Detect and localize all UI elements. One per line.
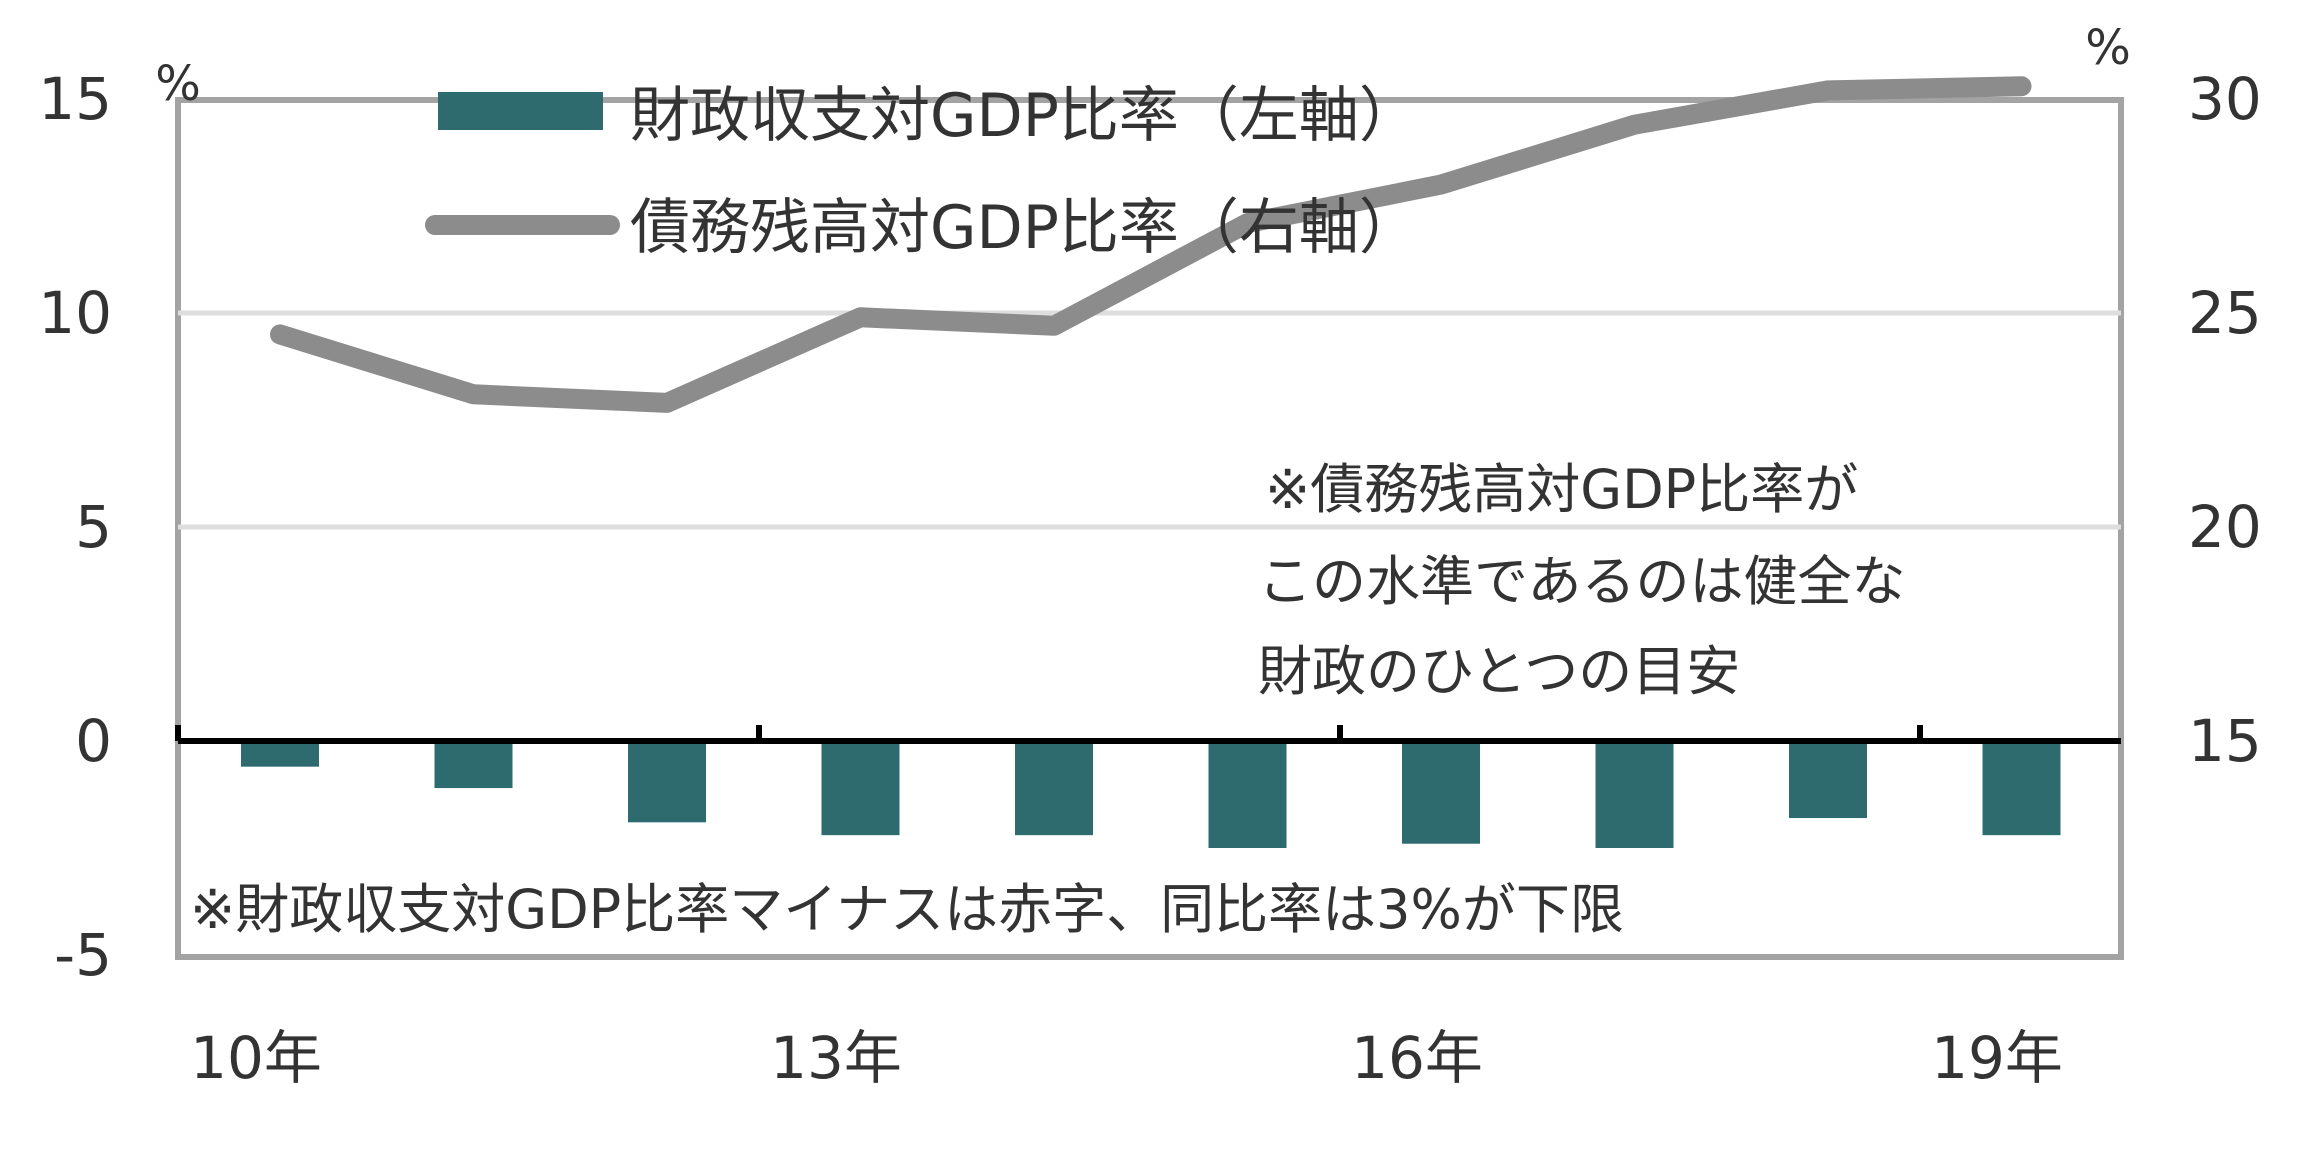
right-tick-label: 20: [2188, 493, 2262, 561]
debt-ratio-point-2011: [472, 393, 475, 396]
axis-layer: [175, 725, 2121, 744]
x-tick-label: 10年: [190, 1024, 322, 1092]
bar-2010: [241, 741, 319, 767]
bar-2013: [821, 741, 900, 836]
debt-ratio-point-2015: [1246, 222, 1249, 225]
bar-2017: [1595, 741, 1674, 848]
debt-note: ※債務残高対GDP比率が この水準であるのは健全な 財政のひとつの目安: [1258, 458, 1923, 703]
bar-2018: [1789, 741, 1867, 819]
debt-ratio-point-2013: [859, 316, 862, 319]
left-tick-label: -5: [54, 921, 112, 989]
right-tick-label: 30: [2188, 65, 2262, 133]
debt-note-line-2: この水準であるのは健全な: [1258, 550, 1905, 613]
legend-swatch-fiscal-balance: [438, 92, 603, 130]
right-tick-label: 25: [2188, 279, 2262, 347]
bar-2016: [1402, 741, 1480, 844]
debt-note-line-1: ※債務残高対GDP比率が: [1265, 458, 1858, 521]
x-tick-label: 19年: [1931, 1024, 2063, 1092]
bar-2015: [1208, 741, 1287, 848]
left-tick-label: 0: [75, 707, 112, 775]
bar-2012: [628, 741, 706, 823]
x-tick-label: 13年: [770, 1024, 902, 1092]
bar-2014: [1015, 741, 1093, 836]
bar-2019: [1982, 741, 2061, 836]
grid-layer: [178, 310, 2121, 530]
right-axis-unit: %: [2085, 20, 2131, 76]
right-tick-label: 15: [2188, 707, 2262, 775]
legend-label-fiscal-balance: 財政収支対GDP比率（左軸）: [630, 81, 1419, 151]
deficit-note: ※財政収支対GDP比率マイナスは赤字、同比率は3%が下限: [190, 878, 1624, 941]
x-tick-label: 16年: [1351, 1024, 1483, 1092]
left-tick-label: 15: [38, 65, 112, 133]
legend: 財政収支対GDP比率（左軸） 債務残高対GDP比率（右軸）: [425, 81, 1419, 263]
line-layer: [270, 76, 2032, 413]
left-tick-label: 10: [38, 279, 112, 347]
debt-ratio-point-2012: [666, 401, 668, 404]
debt-ratio-point-2019: [2020, 85, 2023, 88]
debt-ratio-point-2014: [1053, 324, 1055, 327]
bar-2011: [434, 741, 513, 789]
debt-ratio-point-2010: [279, 333, 281, 336]
left-tick-label: 5: [75, 493, 112, 561]
debt-note-line-3: 財政のひとつの目安: [1258, 640, 1740, 703]
debt-ratio-point-2018: [1827, 89, 1829, 92]
legend-label-debt-ratio: 債務残高対GDP比率（右軸）: [630, 193, 1419, 263]
debt-ratio-point-2017: [1633, 123, 1636, 126]
debt-ratio-line: [270, 76, 2032, 413]
left-axis-unit: %: [155, 56, 201, 112]
bar-layer: [241, 741, 2061, 848]
debt-ratio-point-2016: [1440, 183, 1442, 186]
